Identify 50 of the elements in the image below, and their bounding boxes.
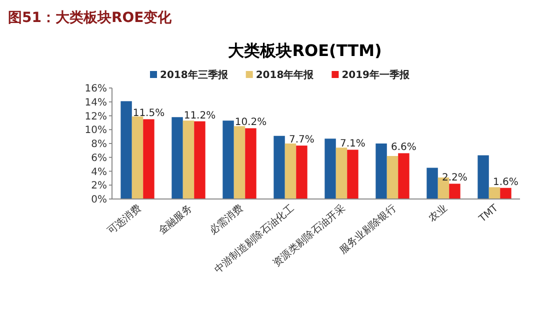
bar [194, 121, 206, 199]
data-label: 10.2% [234, 117, 267, 128]
y-tick-label: 14% [84, 97, 107, 108]
bar [426, 168, 438, 199]
legend-label: 2018年年报 [256, 69, 315, 81]
bar [234, 126, 246, 199]
y-tick-label: 8% [91, 139, 107, 150]
bar [120, 101, 132, 199]
y-tick-label: 12% [84, 111, 107, 122]
bar [274, 136, 285, 199]
y-tick-label: 0% [91, 194, 107, 206]
bar [182, 120, 194, 199]
y-tick-label: 10% [84, 125, 107, 136]
caption: 图51：大类板块ROE变化 [8, 9, 173, 26]
x-tick-label: 必需消费 [207, 202, 246, 238]
x-tick-label: TMT [476, 202, 502, 226]
y-tick-label: 4% [91, 166, 107, 178]
bar [347, 150, 358, 199]
bar [143, 119, 154, 199]
y-tick-label: 6% [91, 152, 107, 164]
y-tick-label: 16% [84, 84, 107, 94]
data-label: 2.2% [442, 172, 468, 184]
data-label: 1.6% [493, 176, 518, 188]
data-label: 11.2% [184, 110, 216, 122]
chart-title: 大类板块ROE(TTM) [228, 41, 382, 60]
legend-label: 2018年三季报 [160, 69, 229, 81]
bar [386, 156, 398, 199]
x-tick-label: 可选消费 [105, 202, 144, 238]
x-tick-label: 农业 [426, 202, 450, 224]
bar [500, 188, 512, 199]
bar [296, 146, 308, 199]
data-label: 11.5% [132, 108, 165, 120]
bar [449, 184, 460, 199]
legend-label: 2019年一季报 [342, 69, 411, 81]
bar [488, 187, 500, 199]
data-label: 7.7% [289, 134, 314, 146]
bar [336, 148, 348, 199]
x-tick-label: 金融服务 [156, 202, 194, 238]
bar [376, 144, 387, 199]
y-tick-label: 2% [91, 180, 107, 192]
bar [478, 155, 489, 199]
bar [245, 128, 256, 199]
bar [132, 116, 144, 199]
bar [172, 117, 183, 199]
data-label: 6.6% [391, 142, 416, 154]
data-label: 7.1% [340, 138, 366, 150]
bar [284, 144, 296, 199]
bar [222, 120, 234, 199]
bar [398, 153, 410, 199]
bar [324, 138, 336, 199]
